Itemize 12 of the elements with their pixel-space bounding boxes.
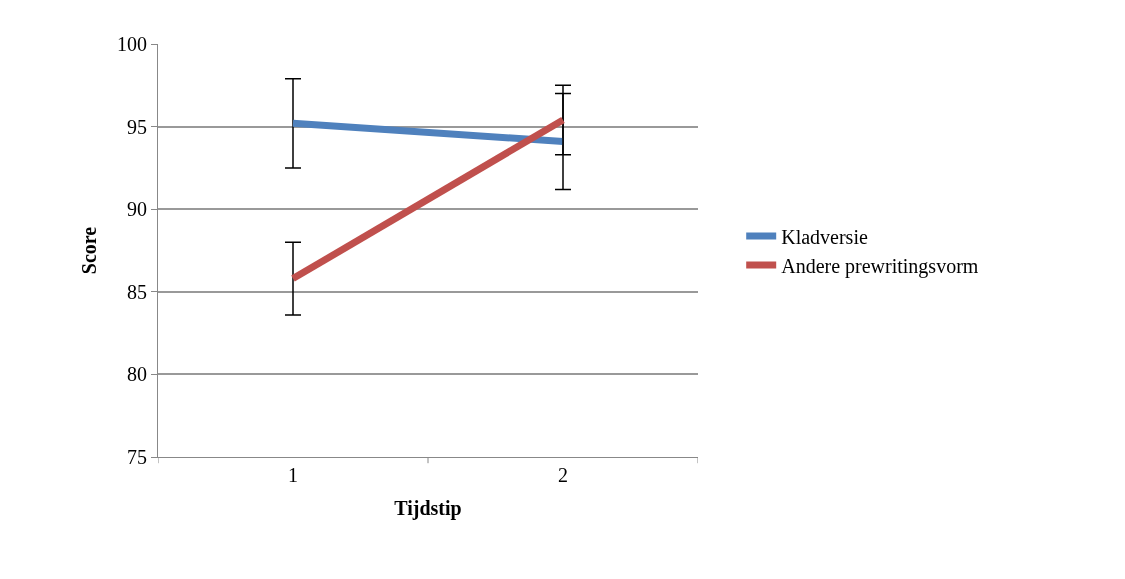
y-tick-label: 100: [117, 33, 147, 55]
y-tick-label: 85: [127, 280, 147, 303]
x-tick-label: 1: [288, 464, 298, 486]
legend-label: Andere prewritingsvorm: [781, 254, 979, 278]
y-tick-label: 80: [127, 363, 147, 386]
y-axis-title: Score: [77, 226, 100, 275]
x-axis-title: Tijdstip: [394, 496, 462, 520]
legend-label: Kladversie: [781, 225, 868, 248]
y-tick-label: 90: [127, 198, 147, 221]
y-tick-label: 75: [127, 446, 147, 468]
x-tick-label: 2: [558, 464, 568, 486]
y-tick-label: 95: [127, 115, 147, 138]
